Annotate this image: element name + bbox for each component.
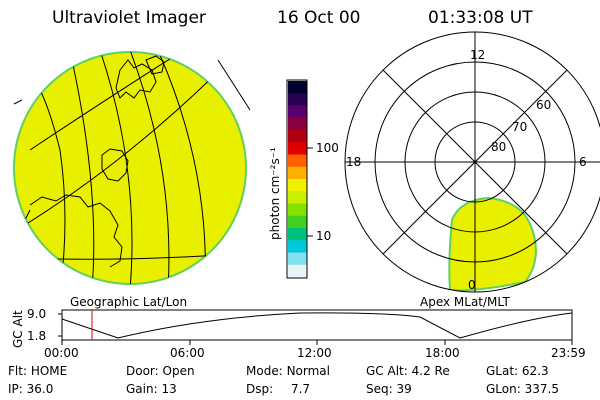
colorbar (286, 79, 313, 279)
earth-disk (13, 51, 247, 285)
coastline (101, 148, 129, 182)
coastline (145, 55, 165, 75)
status-gain: Gain: 13 (126, 382, 177, 396)
colorbar-swatch (288, 81, 307, 94)
colorbar-tick-10: 10 (316, 229, 332, 243)
colorbar-swatch (288, 105, 307, 119)
longitude-line (99, 52, 133, 284)
status-glat: GLat: 62.3 (486, 364, 549, 378)
date-label: 16 Oct 00 (277, 8, 361, 28)
altitude-xtick: 06:00 (170, 346, 205, 360)
coastline (115, 59, 157, 99)
colorbar-frame (286, 79, 308, 279)
mlat-label-60: 60 (536, 98, 552, 112)
geographic-image (13, 51, 251, 285)
time-label: 01:33:08 UT (428, 8, 533, 28)
altitude-frame (61, 309, 573, 341)
colorbar-swatch (288, 228, 307, 241)
altitude-ylabel: GC Alt (11, 310, 25, 348)
longitude-line (217, 59, 251, 111)
coastline (29, 194, 123, 268)
mlt-label-0: 0 (468, 278, 476, 292)
status-flt: Flt: HOME (8, 364, 68, 378)
longitude-line (71, 59, 95, 284)
altitude-curve (61, 312, 573, 339)
mlt-label-18: 18 (346, 155, 362, 169)
colorbar-swatch (288, 166, 307, 180)
polar-plot (344, 31, 600, 293)
instrument-title: Ultraviolet Imager (52, 8, 206, 28)
colorbar-swatch (288, 252, 307, 266)
colorbar-swatch (288, 130, 307, 143)
colorbar-swatch (288, 240, 307, 253)
colorbar-swatch (288, 215, 307, 229)
longitude-line (39, 89, 66, 284)
altitude-xtick: 23:59 (551, 346, 586, 360)
altitude-xtick: 00:00 (44, 346, 79, 360)
status-glon: GLon: 337.5 (486, 382, 559, 396)
mlat-label-70: 70 (512, 120, 528, 134)
mlat-label-80: 80 (491, 140, 507, 154)
mlt-diagonal (382, 69, 568, 255)
colorbar-tick-100: 100 (316, 141, 339, 155)
geo-panel-label: Geographic Lat/Lon (70, 295, 188, 309)
mlt-label-6: 6 (579, 155, 587, 169)
status-door: Door: Open (126, 364, 195, 378)
altitude-xtick: 12:00 (297, 346, 332, 360)
polar-panel-label: Apex MLat/MLT (420, 295, 510, 309)
status-dsp: Dsp: 7.7 (246, 382, 311, 396)
status-mode: Mode: Normal (246, 364, 330, 378)
altitude-ytick-max: 9.0 (27, 307, 47, 321)
longitude-line (19, 59, 231, 229)
altitude-ytick-min: 1.8 (27, 329, 47, 343)
status-ip: IP: 36.0 (8, 382, 54, 396)
colorbar-swatch (288, 203, 307, 217)
mlt-label-12: 12 (470, 48, 486, 62)
colorbar-swatch (288, 142, 307, 155)
altitude-xtick: 18:00 (425, 346, 460, 360)
colorbar-swatch (288, 264, 307, 278)
colorbar-swatch (288, 179, 307, 192)
status-gc-alt: GC Alt: 4.2 Re (366, 364, 450, 378)
status-seq: Seq: 39 (366, 382, 412, 396)
colorbar-swatch (288, 93, 307, 106)
colorbar-swatch (288, 117, 307, 131)
longitude-line (129, 52, 170, 284)
colorbar-unit-label: photon cm⁻²s⁻¹ (268, 147, 282, 240)
altitude-strip (58, 309, 573, 345)
auroral-oval-region (448, 196, 538, 292)
colorbar-swatch (288, 191, 307, 204)
colorbar-swatch (288, 154, 307, 168)
